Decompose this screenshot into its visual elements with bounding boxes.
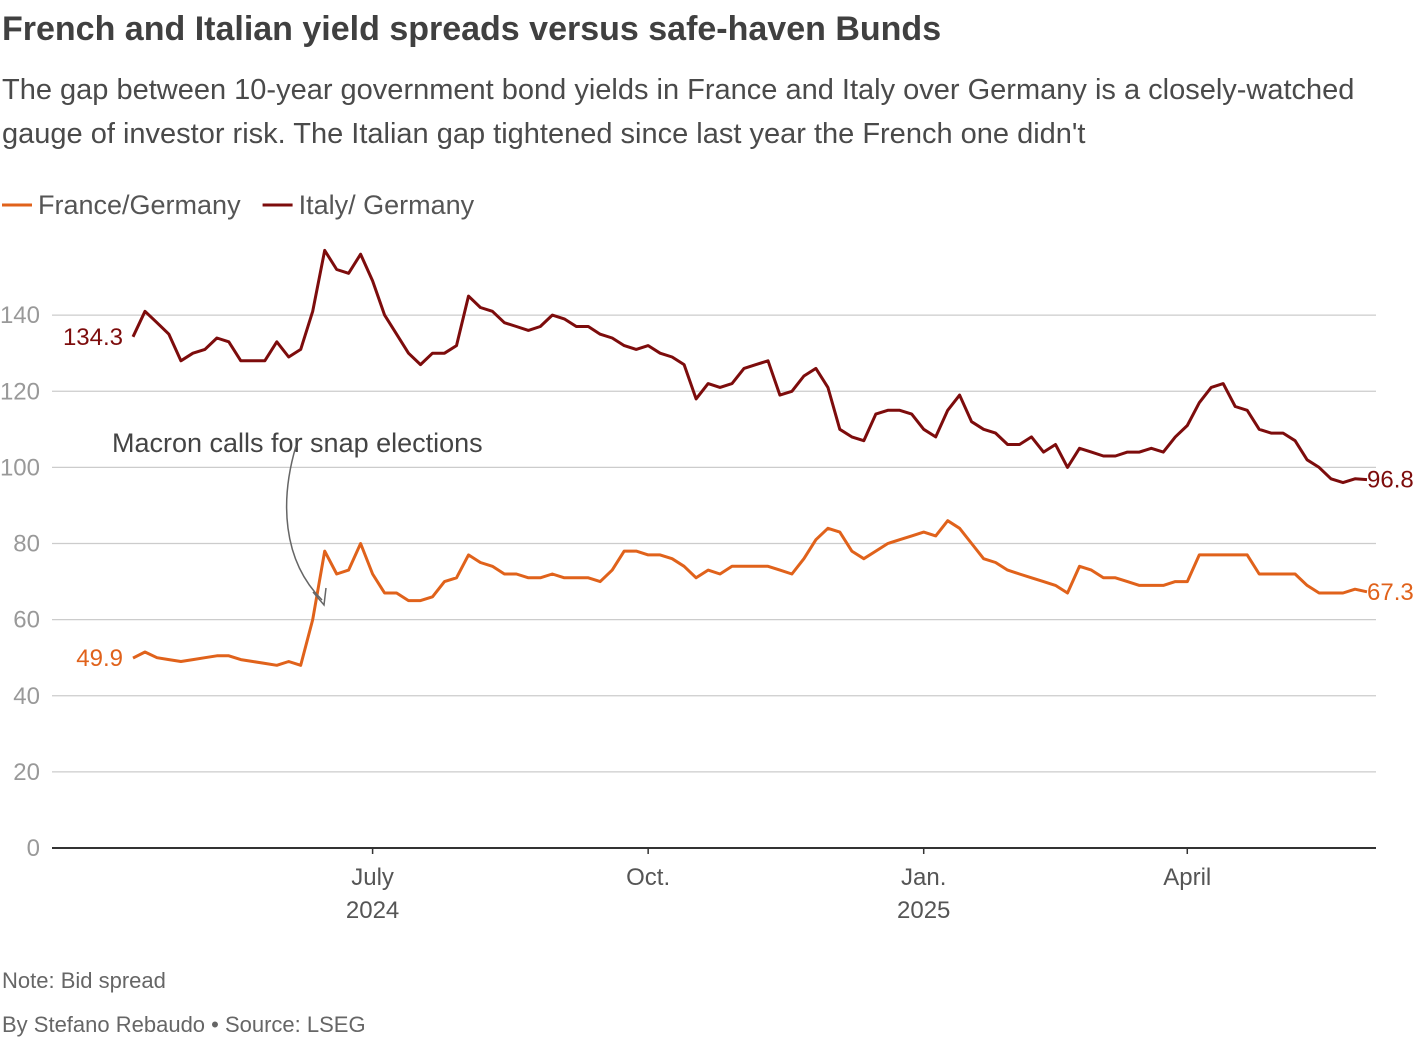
- y-tick-label: 60: [13, 607, 40, 634]
- x-tick-label: July 2024: [345, 864, 400, 924]
- x-tick-label: April: [1163, 864, 1212, 891]
- y-tick-label: 40: [13, 683, 40, 710]
- end-label: 67.3: [1367, 579, 1414, 606]
- annotation-arrowhead: [312, 587, 327, 607]
- y-tick-label: 120: [0, 378, 40, 405]
- y-tick-label: 0: [27, 835, 40, 862]
- y-tick-label: 80: [13, 531, 40, 558]
- byline: By Stefano Rebaudo • Source: LSEG: [2, 1012, 366, 1037]
- annotation: Macron calls for snap elections: [112, 428, 483, 458]
- annotation-arrow: [285, 445, 323, 601]
- x-tick-label: Jan. 2025: [897, 864, 951, 924]
- end-label: 96.8: [1367, 467, 1414, 494]
- y-tick-label: 140: [0, 302, 40, 329]
- title: French and Italian yield spreads versus …: [2, 10, 942, 48]
- y-tick-label: 20: [13, 759, 40, 786]
- legend-label: Italy/ Germany: [299, 190, 475, 220]
- y-tick-label: 100: [0, 454, 40, 481]
- chart: 0 20 40 60 80 100 120 140 France/Germany Italy/ G…: [0, 190, 1414, 862]
- series-line: [131, 248, 1368, 485]
- start-label: 134.3: [63, 324, 123, 351]
- x-tick-label: Oct.: [626, 864, 671, 891]
- legend-label: France/Germany: [38, 190, 241, 220]
- subtitle: The gap between 10-year government bond …: [2, 74, 1355, 150]
- start-label: 49.9: [76, 645, 123, 672]
- series-line: [132, 519, 1368, 667]
- note: Note: Bid spread: [2, 968, 166, 993]
